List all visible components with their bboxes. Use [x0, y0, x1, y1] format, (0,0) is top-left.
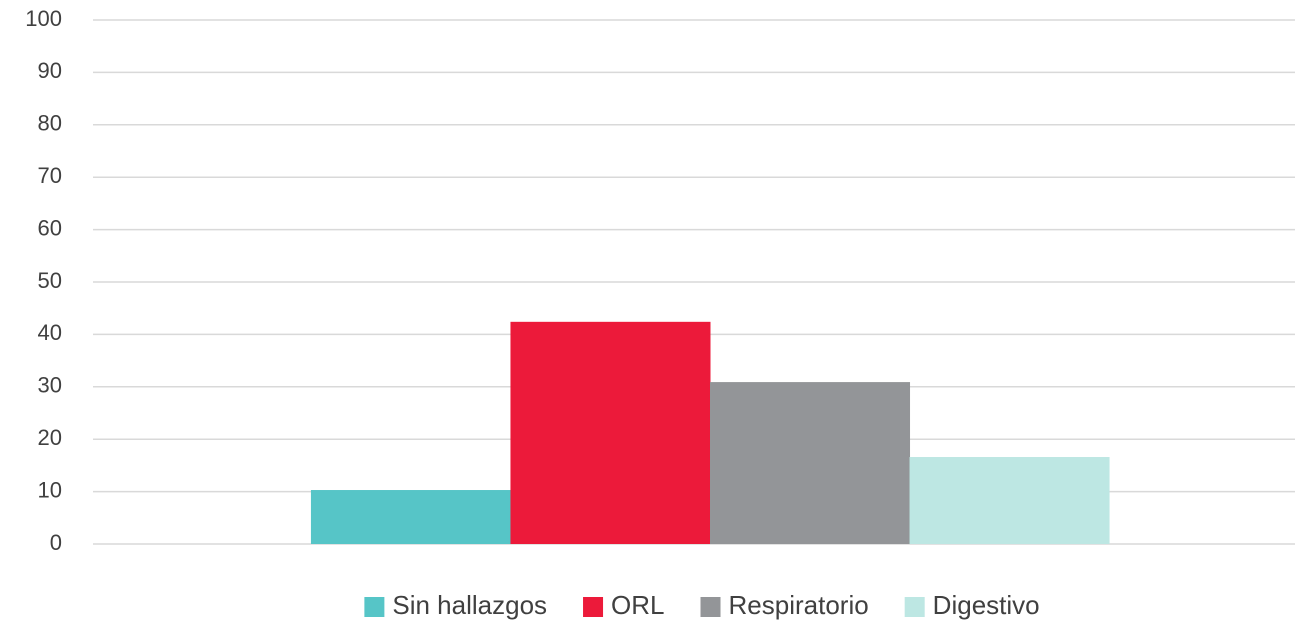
legend-swatch [364, 597, 385, 617]
legend-swatch [904, 597, 925, 617]
y-tick-label: 10 [38, 477, 62, 502]
y-tick-label: 70 [38, 163, 62, 188]
y-tick-label: 50 [38, 268, 62, 293]
legend: Sin hallazgos ORL Respiratorio Digestivo [364, 590, 1040, 620]
y-tick-label: 100 [25, 6, 62, 31]
y-tick-label: 0 [50, 530, 62, 555]
y-tick-label: 90 [38, 58, 62, 83]
y-tick-label: 40 [38, 320, 62, 345]
bar [710, 382, 911, 544]
y-tick-label: 30 [38, 373, 62, 398]
y-tick-label: 20 [38, 425, 62, 450]
legend-label: Respiratorio [729, 590, 869, 620]
legend-label: Sin hallazgos [392, 590, 547, 620]
bar [310, 490, 511, 544]
legend-swatch [583, 597, 604, 617]
legend-swatch [700, 597, 721, 617]
legend-label: Digestivo [933, 590, 1040, 620]
legend-label: ORL [611, 590, 664, 620]
y-tick-label: 80 [38, 111, 62, 136]
bar [909, 457, 1110, 544]
bar [510, 321, 711, 544]
y-tick-label: 60 [38, 215, 62, 240]
